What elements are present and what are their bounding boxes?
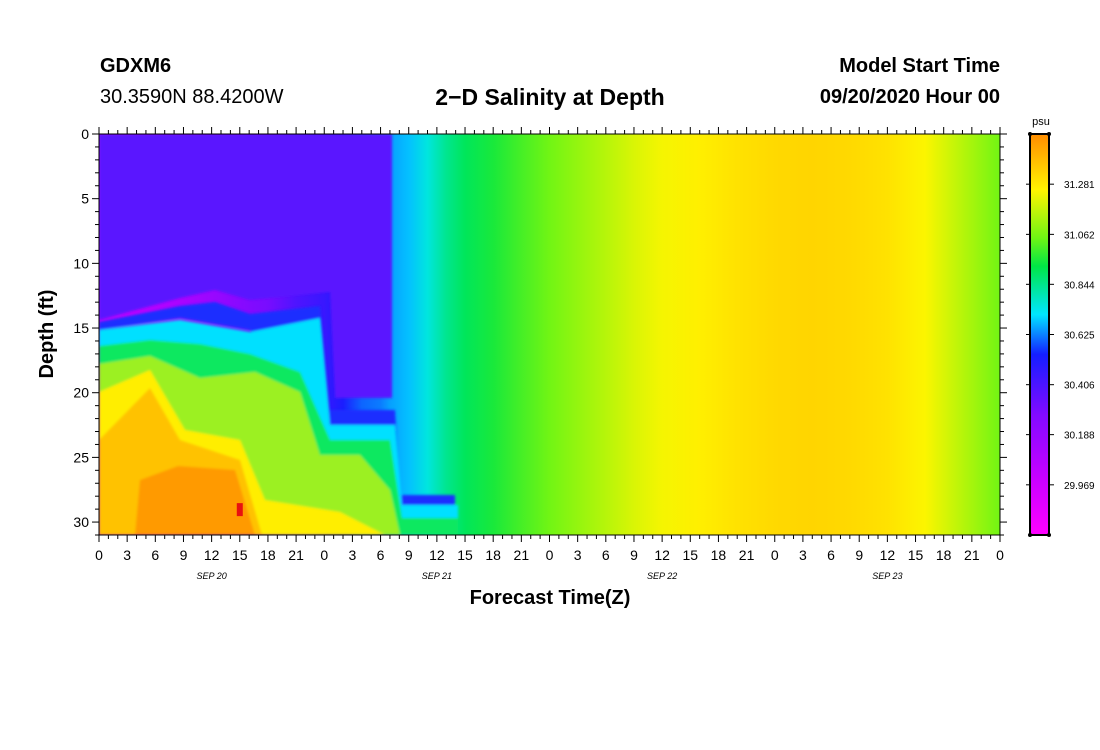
date-labels: SEP 20 SEP 21 SEP 22 SEP 23 — [197, 571, 903, 581]
y-axis-title: Depth (ft) — [36, 290, 58, 379]
colorbar-corner — [1047, 533, 1051, 537]
x-tick-label: 15 — [682, 547, 698, 563]
orange-core — [135, 466, 255, 535]
x-axis: 0 3 6 9 12 15 18 21 0 3 6 9 12 15 18 21 0 3 6 9 12 15 18 21 0 3 6 9… — [95, 127, 1004, 563]
x-tick-label: 21 — [739, 547, 755, 563]
x-tick-label: 0 — [546, 547, 554, 563]
colorbar-corner — [1028, 132, 1032, 136]
station-id: GDXM6 — [100, 55, 172, 77]
x-tick-label: 9 — [630, 547, 638, 563]
colorbar-tick-label: 30.625 — [1064, 331, 1095, 342]
colorbar-tick-label: 29.969 — [1064, 481, 1095, 492]
x-tick-label: 18 — [711, 547, 727, 563]
colorbar-tick-label: 31.281 — [1064, 180, 1095, 191]
max-salinity-marker — [236, 503, 243, 517]
x-tick-label: 9 — [855, 547, 863, 563]
colorbar: psu 29.969 30.188 30.406 30.625 30.844 31.062… — [1026, 116, 1095, 537]
x-tick-label: 6 — [602, 547, 610, 563]
x-tick-label: 0 — [95, 547, 103, 563]
x-tick-label: 15 — [457, 547, 473, 563]
date-label: SEP 21 — [422, 571, 452, 581]
mid-layer-blue — [99, 134, 392, 398]
model-start-value: 09/20/2020 Hour 00 — [819, 86, 1000, 108]
colorbar-tick-label: 30.188 — [1064, 431, 1095, 442]
heatmap-field — [99, 134, 1000, 535]
x-tick-label: 3 — [349, 547, 357, 563]
x-tick-label: 9 — [180, 547, 188, 563]
x-tick-label: 15 — [232, 547, 248, 563]
deep-salinity-layer — [99, 134, 458, 535]
x-tick-label: 21 — [288, 547, 304, 563]
date-label: SEP 23 — [872, 571, 902, 581]
x-tick-label: 12 — [204, 547, 220, 563]
x-tick-label: 12 — [429, 547, 445, 563]
y-tick-label: 10 — [73, 255, 89, 271]
colorbar-tick-label: 31.062 — [1064, 230, 1095, 241]
x-tick-label: 12 — [880, 547, 896, 563]
y-tick-label: 5 — [81, 191, 89, 207]
station-coordinates: 30.3590N 88.4200W — [100, 86, 284, 108]
x-tick-label: 18 — [936, 547, 952, 563]
x-tick-label: 6 — [377, 547, 385, 563]
colorbar-corner — [1047, 132, 1051, 136]
x-tick-label: 3 — [799, 547, 807, 563]
y-tick-label: 30 — [73, 514, 89, 530]
chart-title: 2−D Salinity at Depth — [435, 84, 665, 110]
x-tick-label: 18 — [260, 547, 276, 563]
colorbar-tick-label: 30.406 — [1064, 381, 1095, 392]
x-tick-label: 18 — [485, 547, 501, 563]
x-tick-label: 3 — [123, 547, 131, 563]
x-axis-title: Forecast Time(Z) — [470, 587, 631, 609]
x-tick-label: 6 — [151, 547, 159, 563]
colorbar-gradient — [1030, 134, 1049, 535]
x-tick-label: 0 — [320, 547, 328, 563]
x-tick-label: 6 — [827, 547, 835, 563]
y-tick-label: 0 — [81, 126, 89, 142]
x-tick-label: 3 — [574, 547, 582, 563]
y-axis: 0 5 10 15 20 25 30 — [73, 126, 1007, 536]
x-tick-label: 21 — [514, 547, 530, 563]
x-tick-label: 9 — [405, 547, 413, 563]
date-label: SEP 20 — [197, 571, 227, 581]
x-tick-label: 0 — [771, 547, 779, 563]
x-tick-label: 12 — [654, 547, 670, 563]
colorbar-unit: psu — [1032, 116, 1050, 128]
y-tick-label: 25 — [73, 449, 89, 465]
colorbar-corner — [1028, 533, 1032, 537]
x-tick-label: 15 — [908, 547, 924, 563]
date-label: SEP 22 — [647, 571, 677, 581]
y-tick-label: 20 — [73, 385, 89, 401]
y-tick-label: 15 — [73, 320, 89, 336]
model-start-label: Model Start Time — [839, 55, 1000, 77]
colorbar-tick-label: 30.844 — [1064, 280, 1095, 291]
x-tick-label: 21 — [964, 547, 980, 563]
x-tick-label: 0 — [996, 547, 1004, 563]
